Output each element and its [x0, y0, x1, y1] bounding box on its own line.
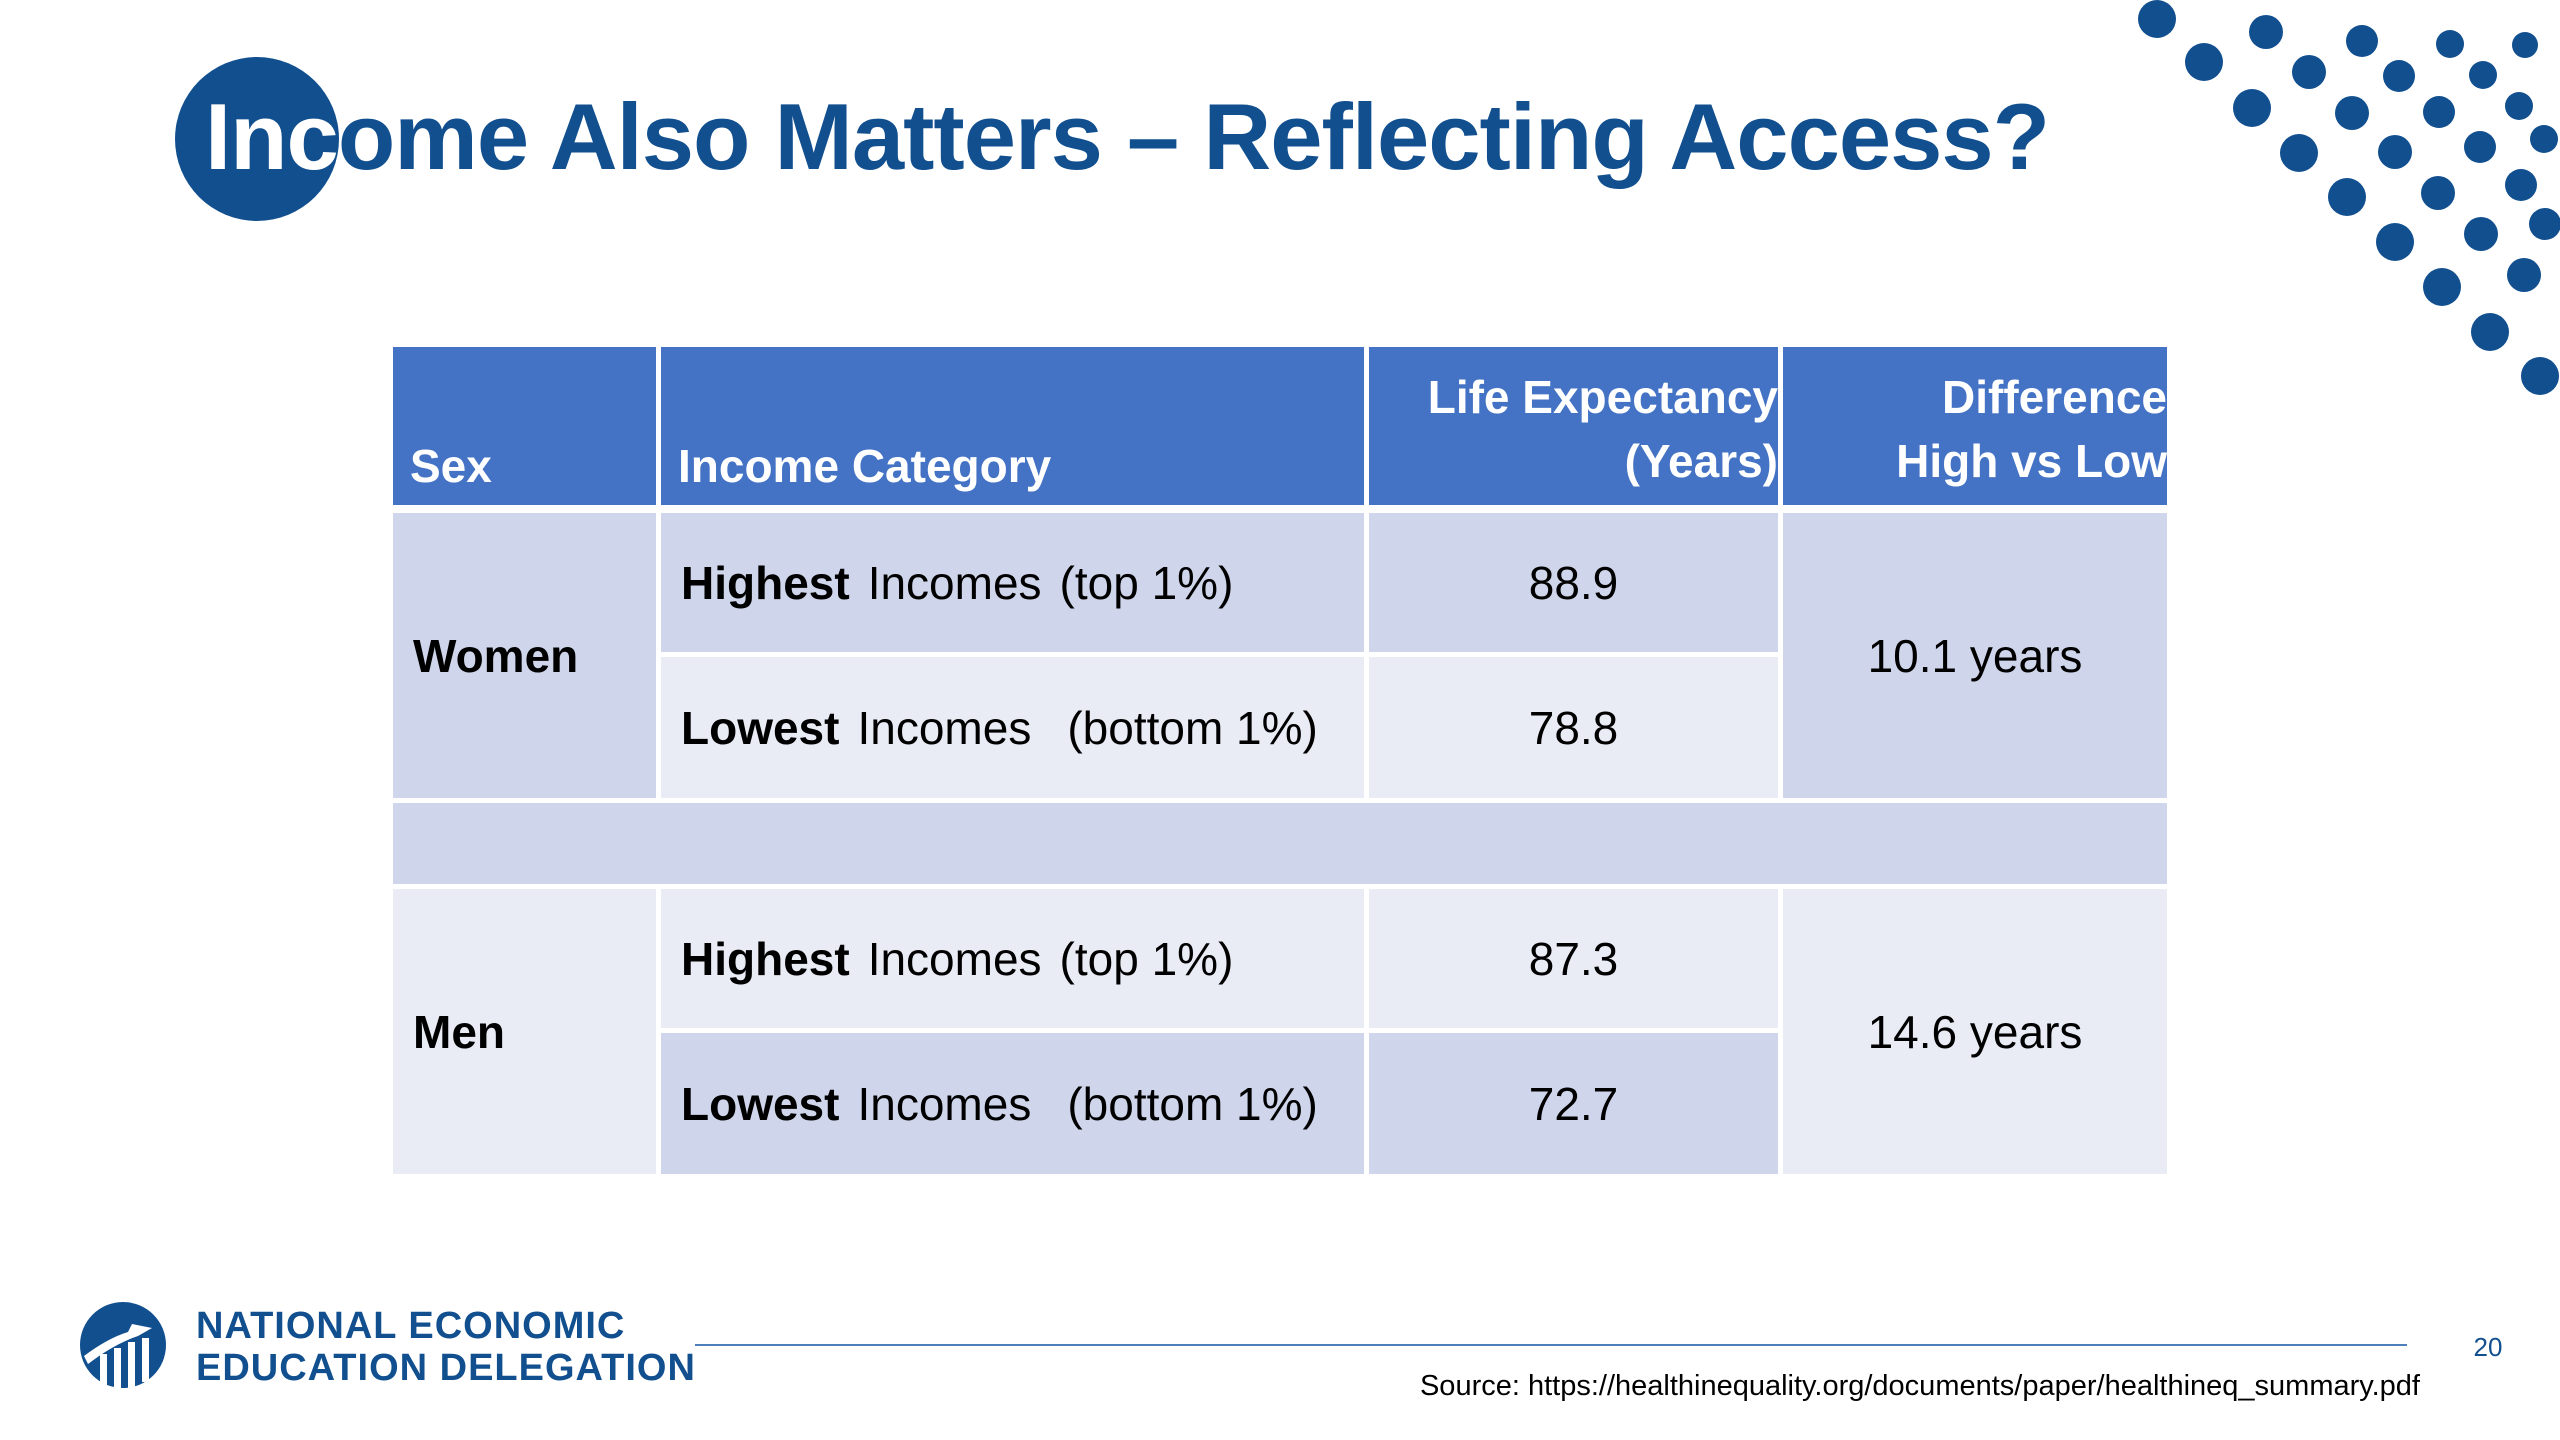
page-number: 20 [2473, 1332, 2503, 1362]
men-lowest-note: (bottom 1%) [1067, 1077, 1318, 1130]
nee-logo-text: NATIONAL ECONOMIC EDUCATION DELEGATION [196, 1305, 696, 1389]
cell-men-lowest-value: 72.7 [1369, 1033, 1778, 1174]
men-lowest-label: Lowest [681, 1077, 840, 1130]
header-life-expectancy: Life Expectancy (Years) [1369, 347, 1778, 505]
women-highest-note: (top 1%) [1059, 556, 1234, 609]
cell-men-difference: 14.6 years [1783, 889, 2167, 1174]
slide-title-rest: ome Also Matters – Reflecting Access? [337, 84, 2050, 189]
men-highest-incomes: Incomes [867, 932, 1042, 985]
women-lowest-note: (bottom 1%) [1067, 701, 1318, 754]
cell-women-lowest-value: 78.8 [1369, 657, 1778, 798]
slide-title: Income Also Matters – Reflecting Access? [205, 72, 2050, 202]
header-difference-line2: High vs Low [1896, 435, 2167, 487]
header-life-expectancy-line2: (Years) [1624, 435, 1778, 487]
row-label-men: Men [393, 889, 656, 1174]
header-income-category: Income Category [661, 347, 1364, 505]
cell-women-lowest-income: Lowest Incomes (bottom 1%) [661, 657, 1364, 798]
cell-women-highest-value: 88.9 [1369, 513, 1778, 652]
men-lowest-incomes: Incomes [857, 1077, 1032, 1130]
row-label-women: Women [393, 513, 656, 798]
women-highest-incomes: Incomes [867, 556, 1042, 609]
header-sex: Sex [393, 347, 656, 505]
header-life-expectancy-line1: Life Expectancy [1427, 371, 1778, 423]
logo-line-2: EDUCATION DELEGATION [196, 1347, 696, 1389]
source-citation: Source: https://healthinequality.org/doc… [1419, 1370, 2420, 1402]
men-highest-note: (top 1%) [1059, 932, 1234, 985]
men-highest-label: Highest [681, 932, 850, 985]
spacer-row [393, 803, 2167, 884]
cell-men-highest-income: Highest Incomes (top 1%) [661, 889, 1364, 1028]
women-lowest-label: Lowest [681, 701, 840, 754]
title-circle-accent [175, 57, 339, 221]
footer-divider [695, 1344, 2407, 1346]
decorative-dot-pattern [2138, 0, 2560, 395]
women-highest-label: Highest [681, 556, 850, 609]
nee-logo-icon [80, 1302, 166, 1388]
women-lowest-incomes: Incomes [857, 701, 1032, 754]
logo-line-1: NATIONAL ECONOMIC [196, 1305, 626, 1347]
cell-women-difference: 10.1 years [1783, 513, 2167, 798]
slide-title-highlight: Inc [205, 84, 339, 189]
header-difference-line1: Difference [1942, 371, 2167, 423]
life-expectancy-table: Sex Income Category Life Expectancy (Yea… [393, 347, 2167, 1174]
cell-men-lowest-income: Lowest Incomes (bottom 1%) [661, 1033, 1364, 1174]
cell-men-highest-value: 87.3 [1369, 889, 1778, 1028]
header-difference: Difference High vs Low [1783, 347, 2167, 505]
cell-women-highest-income: Highest Incomes (top 1%) [661, 513, 1364, 652]
